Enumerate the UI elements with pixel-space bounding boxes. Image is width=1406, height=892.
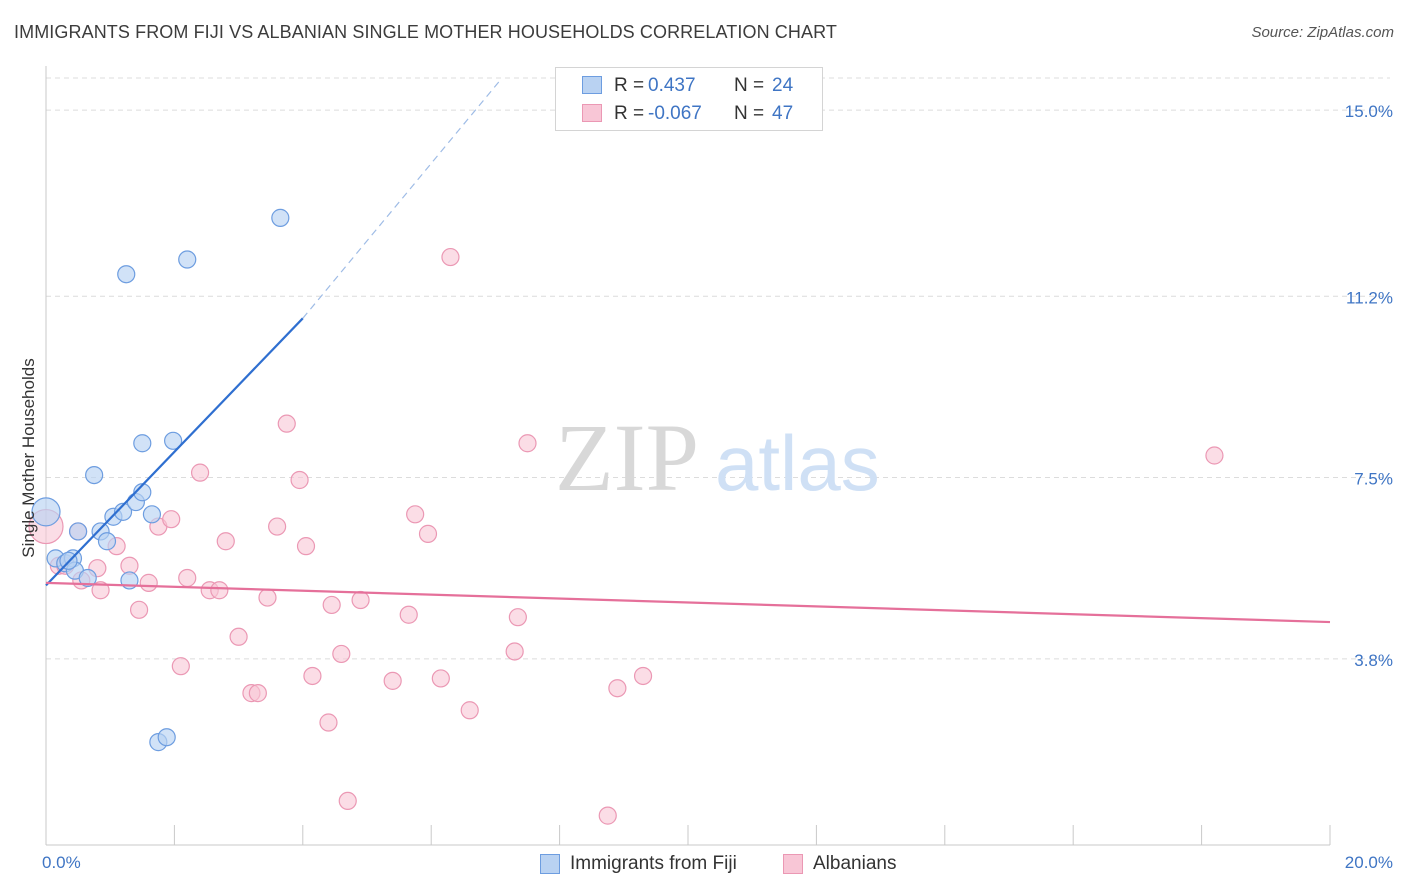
bottom-swatch-fiji <box>540 854 560 874</box>
y-axis-label: Single Mother Households <box>19 358 38 557</box>
albanians-point <box>460 701 479 720</box>
albanians-point <box>608 679 627 698</box>
albanians-point <box>505 642 524 661</box>
trend-lines <box>45 77 1331 624</box>
chart-title: IMMIGRANTS FROM FIJI VS ALBANIAN SINGLE … <box>14 22 837 42</box>
albanians-point <box>406 505 425 524</box>
albanians-point <box>258 588 277 607</box>
legend-r-label: R = <box>614 103 645 124</box>
albanians-point <box>399 605 418 624</box>
watermark: ZIP atlas <box>555 404 880 511</box>
albanians-point <box>178 568 197 588</box>
axes <box>45 66 1331 846</box>
fiji-trend-line <box>45 317 304 587</box>
fiji-point <box>85 465 104 485</box>
albanians-point <box>91 581 110 600</box>
fiji-point <box>142 505 162 524</box>
albanians-point <box>441 247 460 267</box>
legend-n-value: 47 <box>772 103 794 124</box>
fiji-point <box>113 502 133 521</box>
correlation-legend: R = 0.437 N = 24 R = -0.067 N = 47 <box>555 67 823 131</box>
legend-n-label: N = <box>734 75 765 96</box>
legend-r-value: 0.437 <box>648 75 696 96</box>
albanians-point <box>383 671 402 690</box>
legend-n-value: 24 <box>772 75 794 96</box>
albanians-point <box>210 581 229 600</box>
albanians-point <box>268 517 287 536</box>
legend-r-value: -0.067 <box>648 103 702 124</box>
albanians-point <box>303 666 322 686</box>
fiji-point <box>164 431 183 450</box>
albanians-point <box>598 806 617 825</box>
albanians-point <box>518 434 537 453</box>
fiji-point <box>78 568 97 588</box>
fiji-point <box>271 208 290 227</box>
legend-n-label: N = <box>734 103 765 124</box>
albanians-point <box>508 608 527 627</box>
fiji-points <box>31 208 290 752</box>
legend-r-label: R = <box>614 75 645 96</box>
albanians-point <box>338 791 357 811</box>
albanians-points <box>28 247 1224 825</box>
legend-swatch-albanians <box>582 104 602 122</box>
x-tick-label: 0.0% <box>42 853 81 872</box>
fiji-trend-extension <box>302 77 503 319</box>
watermark-atlas: atlas <box>715 419 880 507</box>
bottom-label-albanians: Albanians <box>813 853 897 874</box>
fiji-point <box>157 728 176 747</box>
albanians-point <box>296 537 316 556</box>
albanians-point <box>190 463 210 482</box>
bottom-label-fiji: Immigrants from Fiji <box>570 853 737 874</box>
fiji-point <box>68 522 88 541</box>
albanians-point <box>1205 446 1224 465</box>
albanians-point <box>319 713 338 732</box>
tick-labels: 3.8% 7.5% 11.2% 15.0% 0.0% 20.0% <box>42 102 1393 872</box>
albanians-point <box>171 657 190 676</box>
fiji-point <box>133 434 152 453</box>
albanians-point <box>129 600 149 619</box>
albanians-point <box>277 414 296 433</box>
albanians-point <box>139 573 158 592</box>
grid-lines <box>46 77 1390 660</box>
albanians-point <box>351 590 370 610</box>
albanians-point <box>229 627 248 646</box>
y-tick-label: 11.2% <box>1346 288 1393 307</box>
albanians-trend-line <box>45 581 1331 624</box>
albanians-point <box>290 470 309 490</box>
y-tick-label: 3.8% <box>1354 651 1393 670</box>
albanians-point <box>332 644 351 664</box>
albanians-point <box>162 510 181 529</box>
x-tick-label: 20.0% <box>1345 853 1393 872</box>
legend-swatch-fiji <box>582 76 602 94</box>
y-tick-label: 15.0% <box>1345 102 1393 121</box>
albanians-point <box>248 684 267 703</box>
fiji-point <box>31 497 61 527</box>
albanians-point <box>216 532 235 551</box>
source-label: Source: ZipAtlas.com <box>1251 24 1394 41</box>
y-tick-label: 7.5% <box>1354 470 1393 489</box>
albanians-point <box>322 595 341 615</box>
watermark-zip: ZIP <box>555 404 699 511</box>
albanians-point <box>418 524 438 543</box>
albanians-point <box>431 669 450 688</box>
fiji-point <box>97 532 117 551</box>
fiji-point <box>117 265 136 284</box>
albanians-point <box>633 666 653 686</box>
fiji-point <box>178 250 197 269</box>
bottom-swatch-albanians <box>783 854 803 874</box>
